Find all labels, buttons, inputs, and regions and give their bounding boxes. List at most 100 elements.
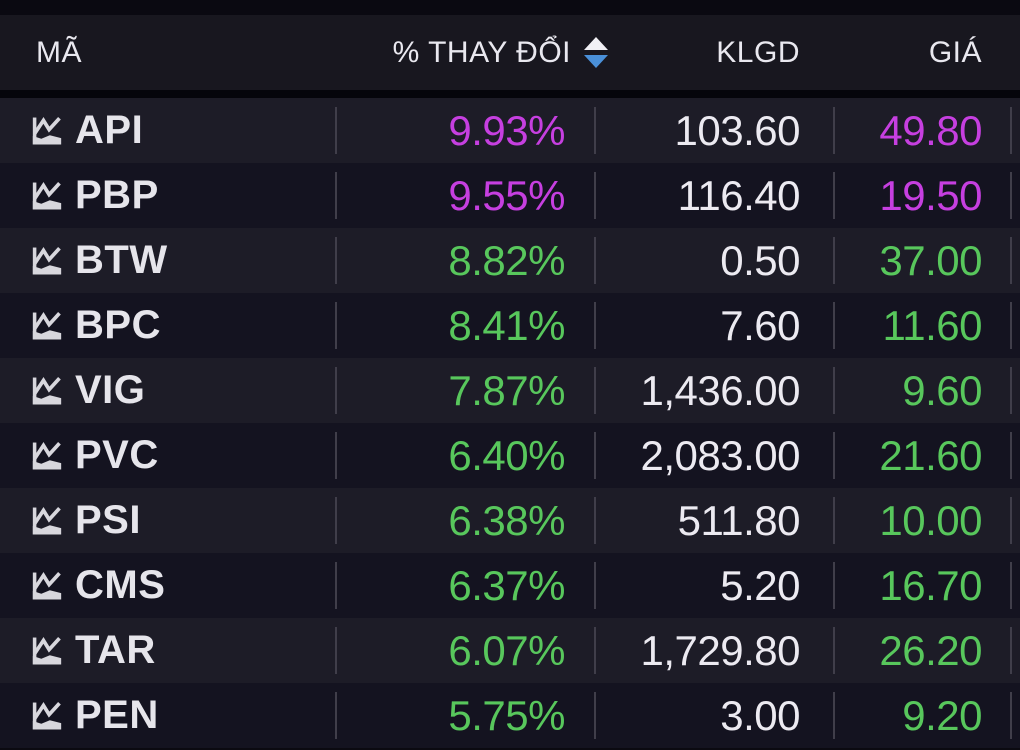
- column-divider: [594, 497, 596, 544]
- column-divider: [594, 172, 596, 219]
- column-divider: [335, 692, 337, 739]
- column-divider: [335, 432, 337, 479]
- header-col-volume[interactable]: KLGD: [608, 15, 835, 90]
- table-row[interactable]: API 9.93% 103.60 49.80: [0, 98, 1020, 163]
- column-divider: [335, 107, 337, 154]
- table-row[interactable]: CMS 6.37% 5.20 16.70: [0, 553, 1020, 618]
- stock-price: 19.50: [879, 171, 982, 219]
- column-divider: [335, 497, 337, 544]
- column-divider: [1010, 302, 1012, 349]
- table-row[interactable]: TAR 6.07% 1,729.80 26.20: [0, 618, 1020, 683]
- column-divider: [335, 302, 337, 349]
- header-col-symbol[interactable]: MÃ: [0, 15, 336, 90]
- area-chart-icon[interactable]: [30, 374, 64, 408]
- stock-volume: 116.40: [677, 171, 801, 219]
- table-row[interactable]: PVC 6.40% 2,083.00 21.60: [0, 423, 1020, 488]
- table-row[interactable]: BTW 8.82% 0.50 37.00: [0, 228, 1020, 293]
- stock-change-percent: 9.93%: [448, 106, 565, 154]
- column-divider: [594, 562, 596, 609]
- stock-symbol: VIG: [75, 368, 146, 412]
- stock-change-percent: 7.87%: [448, 366, 565, 414]
- stock-change-percent: 5.75%: [448, 691, 565, 739]
- header-col-volume-label: KLGD: [716, 35, 800, 69]
- table-row[interactable]: PBP 9.55% 116.40 19.50: [0, 163, 1020, 228]
- stock-volume: 511.80: [677, 496, 801, 544]
- column-divider: [594, 107, 596, 154]
- header-col-change-label: % THAY ĐỔI: [392, 35, 571, 69]
- header-col-change[interactable]: % THAY ĐỔI: [336, 15, 608, 90]
- stock-symbol: BPC: [75, 303, 161, 347]
- stock-rows: API 9.93% 103.60 49.80 PBP 9.55% 116.40 …: [0, 98, 1020, 748]
- stock-price: 10.00: [879, 496, 982, 544]
- column-divider: [1010, 107, 1012, 154]
- stock-volume: 1,729.80: [640, 626, 801, 674]
- stock-change-percent: 6.07%: [448, 626, 565, 674]
- header-col-symbol-label: MÃ: [36, 35, 82, 69]
- area-chart-icon[interactable]: [30, 309, 64, 343]
- area-chart-icon[interactable]: [30, 699, 64, 733]
- top-strip: [0, 0, 1020, 15]
- area-chart-icon[interactable]: [30, 569, 64, 603]
- stock-price: 11.60: [882, 301, 983, 349]
- column-divider: [833, 367, 835, 414]
- header-col-price[interactable]: GIÁ: [835, 15, 1020, 90]
- stock-price: 37.00: [879, 236, 982, 284]
- column-divider: [1010, 627, 1012, 674]
- stock-price: 21.60: [879, 431, 982, 479]
- stock-change-percent: 8.82%: [448, 236, 565, 284]
- column-divider: [1010, 692, 1012, 739]
- stock-price: 26.20: [879, 626, 982, 674]
- table-header: MÃ % THAY ĐỔI KLGD GIÁ: [0, 15, 1020, 90]
- stock-symbol: PVC: [75, 433, 159, 477]
- column-divider: [1010, 367, 1012, 414]
- stock-price: 9.60: [902, 366, 982, 414]
- stock-price: 49.80: [879, 106, 982, 154]
- table-row[interactable]: VIG 7.87% 1,436.00 9.60: [0, 358, 1020, 423]
- column-divider: [335, 562, 337, 609]
- column-divider: [833, 302, 835, 349]
- area-chart-icon[interactable]: [30, 439, 64, 473]
- column-divider: [594, 627, 596, 674]
- area-chart-icon[interactable]: [30, 634, 64, 668]
- header-col-price-label: GIÁ: [928, 35, 982, 69]
- column-divider: [833, 172, 835, 219]
- table-row[interactable]: BPC 8.41% 7.60 11.60: [0, 293, 1020, 358]
- column-divider: [594, 432, 596, 479]
- stock-change-percent: 6.40%: [448, 431, 565, 479]
- column-divider: [335, 367, 337, 414]
- column-divider: [594, 302, 596, 349]
- column-divider: [335, 627, 337, 674]
- area-chart-icon[interactable]: [30, 504, 64, 538]
- area-chart-icon[interactable]: [30, 179, 64, 213]
- stock-price: 9.20: [902, 691, 982, 739]
- stock-volume: 1,436.00: [640, 366, 801, 414]
- column-divider: [833, 107, 835, 154]
- stock-symbol: PBP: [75, 173, 159, 217]
- column-divider: [833, 692, 835, 739]
- stock-symbol: API: [75, 108, 144, 152]
- stock-volume: 2,083.00: [640, 431, 801, 479]
- column-divider: [335, 172, 337, 219]
- header-separator: [0, 90, 1020, 98]
- area-chart-icon[interactable]: [30, 244, 64, 278]
- column-divider: [1010, 237, 1012, 284]
- stock-symbol: BTW: [75, 238, 168, 282]
- stock-volume: 5.20: [720, 561, 800, 609]
- table-row[interactable]: PSI 6.38% 511.80 10.00: [0, 488, 1020, 553]
- table-row[interactable]: PEN 5.75% 3.00 9.20: [0, 683, 1020, 748]
- stock-change-percent: 6.37%: [448, 561, 565, 609]
- column-divider: [594, 692, 596, 739]
- column-divider: [833, 432, 835, 479]
- sort-desc-arrow-icon: [584, 55, 608, 68]
- stock-symbol: PEN: [75, 693, 159, 737]
- column-divider: [335, 237, 337, 284]
- column-divider: [1010, 562, 1012, 609]
- column-divider: [594, 237, 596, 284]
- column-divider: [1010, 432, 1012, 479]
- column-divider: [833, 237, 835, 284]
- column-divider: [833, 562, 835, 609]
- area-chart-icon[interactable]: [30, 114, 64, 148]
- stock-volume: 103.60: [674, 106, 801, 154]
- column-divider: [1010, 497, 1012, 544]
